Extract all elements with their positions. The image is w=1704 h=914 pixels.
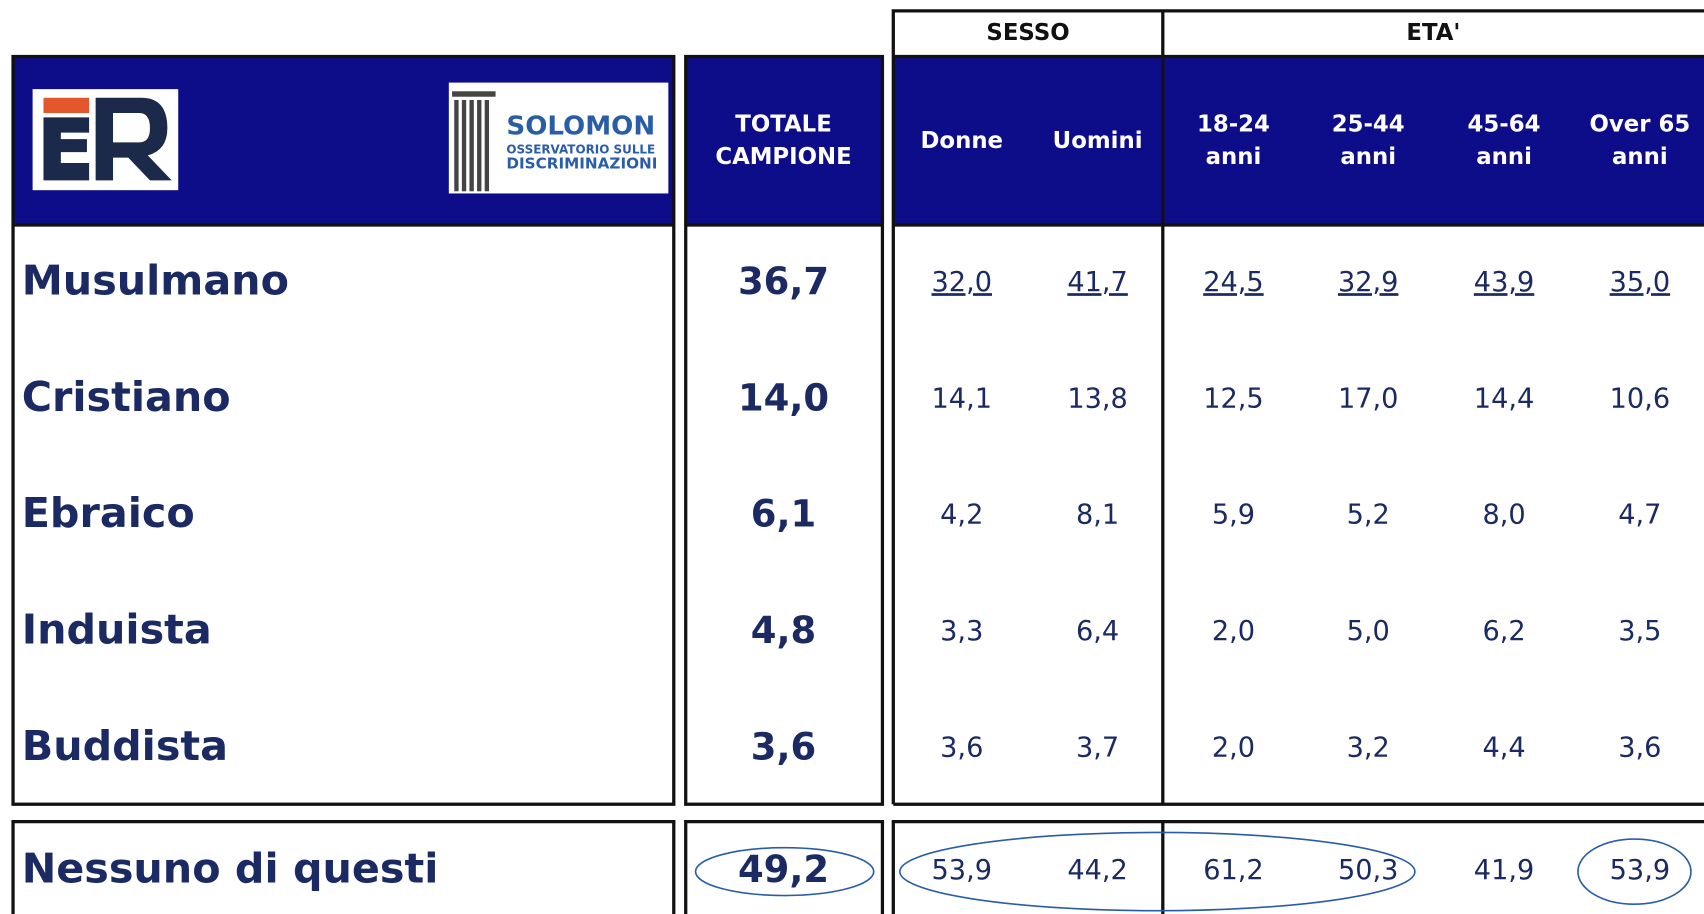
total-header: TOTALE (735, 111, 832, 137)
cell-value: 44,2 (1067, 855, 1127, 886)
cell-value: 8,0 (1482, 500, 1525, 531)
cell-value: 24,5 (1203, 267, 1263, 298)
row-label: Cristiano (22, 373, 231, 421)
cell-value: 12,5 (1203, 383, 1263, 414)
column-header: anni (1612, 144, 1668, 170)
cell-value: 3,2 (1347, 732, 1390, 763)
cell-value: 14,4 (1474, 383, 1534, 414)
cell-value: 53,9 (932, 855, 992, 886)
row-label: Buddista (22, 722, 228, 770)
cell-value: 35,0 (1610, 267, 1670, 298)
group-header: SESSO (986, 20, 1069, 46)
cell-value: 6,4 (1076, 616, 1119, 647)
column-header: Uomini (1053, 128, 1143, 154)
column-header: Over 65 (1590, 111, 1691, 137)
total-value: 14,0 (738, 376, 829, 419)
logo-subtitle: DISCRIMINAZIONI (506, 155, 657, 173)
cell-value: 5,2 (1347, 500, 1390, 531)
solomon-logo: SOLOMON OSSERVATORIO SULLE DISCRIMINAZIO… (448, 82, 669, 194)
logo-brand: SOLOMON (506, 112, 655, 142)
total-value: 3,6 (751, 725, 816, 768)
borders (11, 9, 1704, 914)
cell-value: 4,7 (1618, 500, 1661, 531)
total-value: 36,7 (738, 260, 829, 303)
column-header: 25-44 (1332, 111, 1405, 137)
cell-value: 2,0 (1212, 732, 1255, 763)
er-logo (32, 89, 179, 191)
cell-value: 14,1 (932, 383, 992, 414)
total-header: CAMPIONE (715, 144, 851, 170)
row-label: Ebraico (22, 489, 195, 537)
cell-value: 4,2 (940, 500, 983, 531)
cell-value: 3,5 (1618, 616, 1661, 647)
total-value: 4,8 (751, 609, 816, 652)
column-header: Donne (920, 128, 1003, 154)
column-header: 18-24 (1197, 111, 1270, 137)
row-label: Induista (22, 606, 212, 654)
header-bg (685, 56, 883, 225)
cell-value: 53,9 (1610, 855, 1670, 886)
cell-value: 2,0 (1212, 616, 1255, 647)
cell-value: 61,2 (1203, 855, 1263, 886)
cell-value: 3,6 (1618, 732, 1661, 763)
cell-value: 32,0 (932, 267, 992, 298)
cell-value: 3,7 (1076, 732, 1119, 763)
cell-value: 5,0 (1347, 616, 1390, 647)
cell-value: 3,6 (940, 732, 983, 763)
cell-value: 50,3 (1338, 855, 1398, 886)
column-header: anni (1206, 144, 1262, 170)
header-bg (893, 56, 1704, 225)
cell-value: 3,3 (940, 616, 983, 647)
row-label: Musulmano (22, 257, 289, 305)
cell-value: 5,9 (1212, 500, 1255, 531)
cell-value: 6,2 (1482, 616, 1525, 647)
cell-value: 8,1 (1076, 500, 1119, 531)
cell-value: 10,6 (1610, 383, 1670, 414)
cell-value: 13,8 (1067, 383, 1127, 414)
group-header: ETA' (1406, 20, 1460, 46)
cell-value: 32,9 (1338, 267, 1398, 298)
row-label: Nessuno di questi (22, 845, 439, 893)
total-value: 6,1 (751, 493, 816, 536)
logo-subtitle: OSSERVATORIO SULLE (506, 142, 655, 156)
column-header: 45-64 (1468, 111, 1541, 137)
cell-value: 41,9 (1474, 855, 1534, 886)
cell-value: 43,9 (1474, 267, 1534, 298)
cell-value: 41,7 (1067, 267, 1127, 298)
column-header: anni (1340, 144, 1396, 170)
total-value: 49,2 (738, 848, 829, 891)
cell-value: 4,4 (1482, 732, 1525, 763)
highlight-ellipses (694, 831, 1692, 912)
cell-value: 17,0 (1338, 383, 1398, 414)
column-header: anni (1476, 144, 1532, 170)
